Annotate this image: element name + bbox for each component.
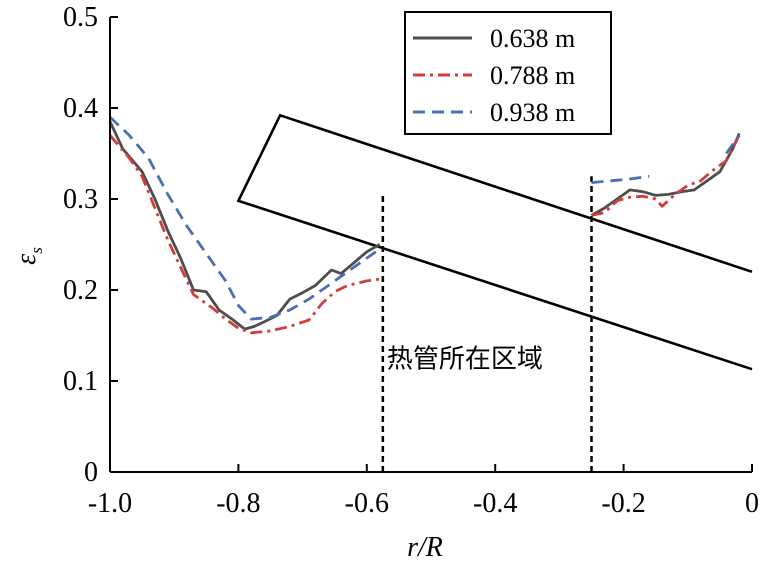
region-markers — [381, 176, 593, 472]
y-axis-title-sub: s — [27, 247, 46, 254]
tick-labels: -1.0 -0.8 -0.6 -0.4 -0.2 0 0 0.1 0.2 0.3 0.4 0.5 — [63, 2, 759, 519]
heat-pipe-outline-path — [236, 113, 753, 371]
series-line — [591, 134, 741, 217]
series-line — [725, 134, 741, 155]
series-line — [108, 134, 380, 335]
series-line — [108, 121, 381, 331]
y-tick-label: 0.4 — [63, 93, 98, 124]
x-axis-title: r/R — [407, 532, 443, 563]
legend-entry-label: 0.638 m — [490, 24, 575, 53]
axes — [109, 16, 753, 473]
legend-box — [404, 11, 612, 135]
series-line — [590, 132, 741, 217]
x-tick-label: -1.0 — [88, 488, 132, 519]
x-tick-label: 0 — [745, 488, 759, 519]
region-label: 热管所在区域 — [387, 344, 543, 374]
series-lines — [108, 116, 741, 335]
y-axis-title: εs — [11, 247, 46, 265]
y-axis-title-main: ε — [11, 254, 42, 265]
series-line — [109, 116, 381, 321]
x-tick-label: -0.2 — [601, 488, 645, 519]
heat-pipe-outline — [236, 113, 753, 371]
legend-entry-label: 0.788 m — [490, 61, 575, 90]
x-tick-label: -0.6 — [345, 488, 389, 519]
y-tick-label: 0.1 — [63, 366, 98, 397]
x-tick-label: -0.4 — [473, 488, 517, 519]
x-tick-label: -0.8 — [216, 488, 260, 519]
y-tick-label: 0 — [84, 457, 98, 488]
y-tick-label: 0.3 — [63, 184, 98, 215]
y-tick-label: 0.2 — [63, 275, 98, 306]
series-line — [591, 174, 650, 184]
legend-entry-label: 0.938 m — [490, 98, 575, 127]
legend: 0.638 m 0.788 m 0.938 m — [404, 11, 612, 135]
svg-text:εs: εs — [11, 247, 46, 265]
y-tick-label: 0.5 — [63, 2, 98, 33]
